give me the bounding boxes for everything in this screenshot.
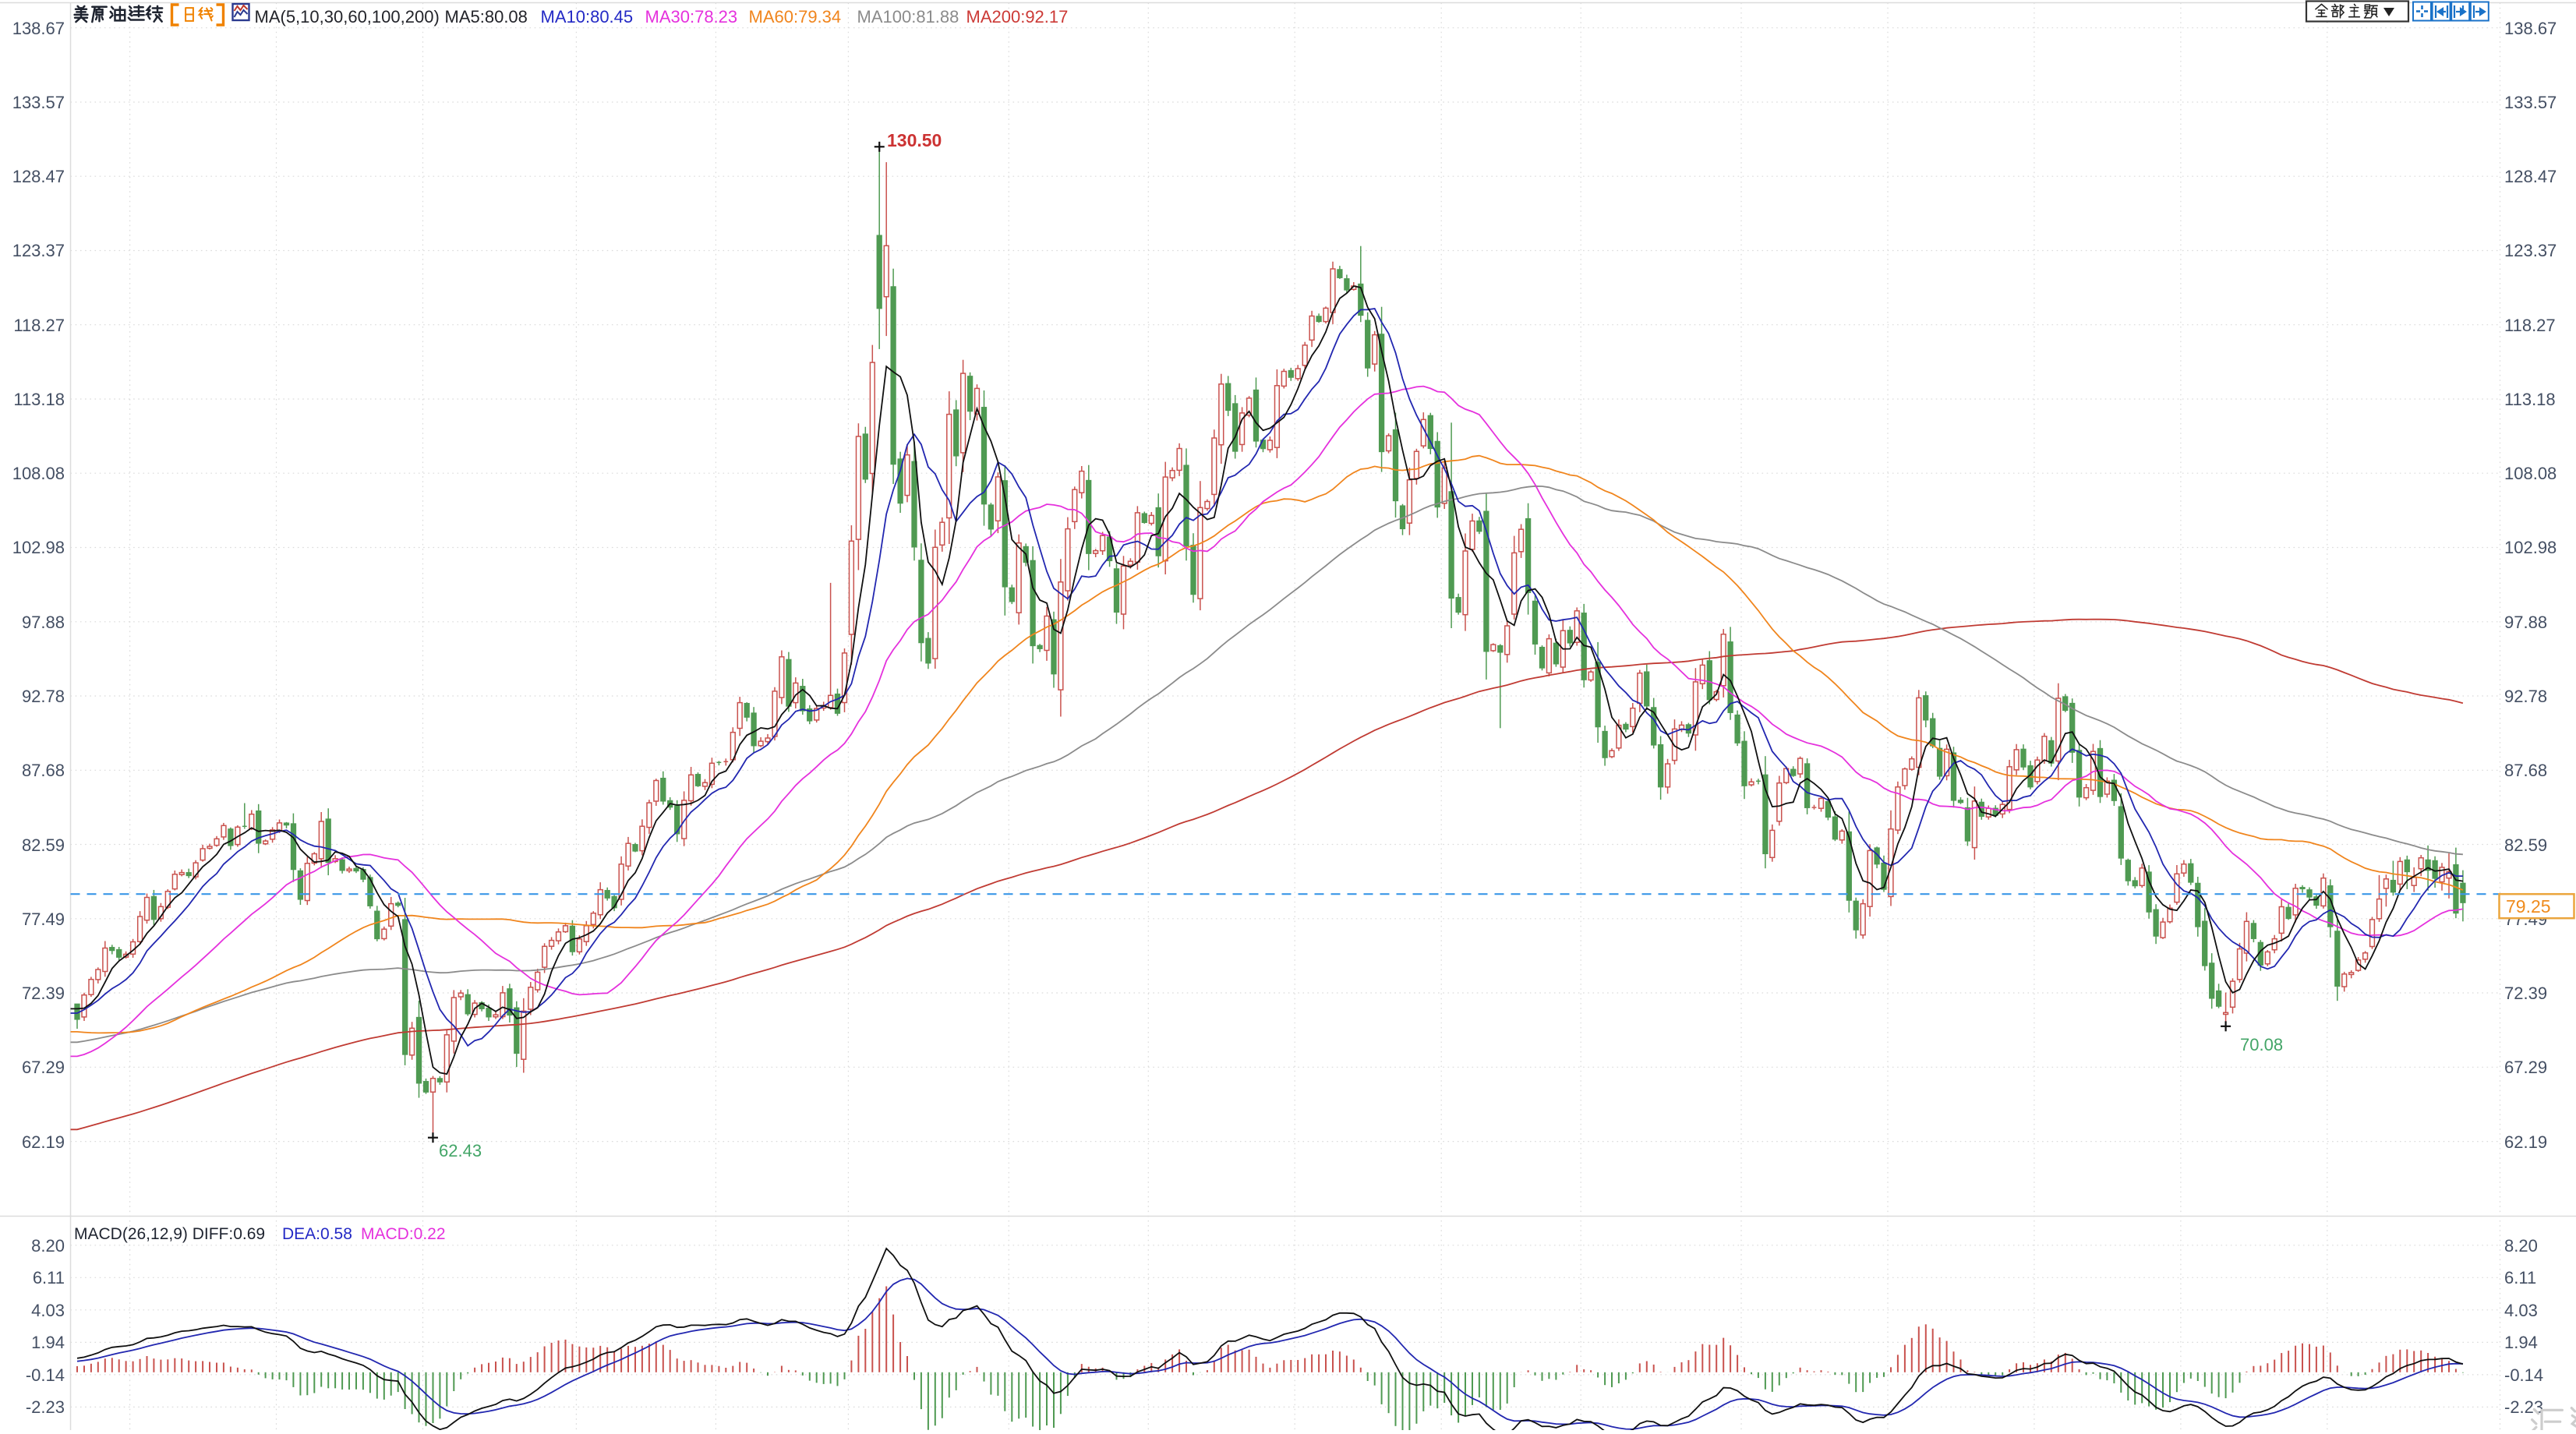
svg-text:MA100:81.88: MA100:81.88: [857, 7, 959, 26]
svg-text:97.88: 97.88: [2504, 613, 2547, 632]
svg-text:87.68: 87.68: [2504, 761, 2547, 780]
svg-text:-0.14: -0.14: [2504, 1365, 2543, 1385]
svg-text:123.37: 123.37: [2504, 241, 2557, 260]
svg-text:1.94: 1.94: [31, 1333, 65, 1352]
svg-text:82.59: 82.59: [22, 835, 65, 855]
svg-text:102.98: 102.98: [2504, 538, 2557, 557]
svg-text:62.19: 62.19: [22, 1132, 65, 1152]
svg-text:133.57: 133.57: [2504, 93, 2557, 112]
svg-text:1.94: 1.94: [2504, 1333, 2538, 1352]
svg-text:-2.23: -2.23: [26, 1397, 65, 1417]
svg-text:4.03: 4.03: [2504, 1301, 2538, 1320]
svg-text:128.47: 128.47: [12, 167, 65, 186]
svg-text:128.47: 128.47: [2504, 167, 2557, 186]
svg-text:8.20: 8.20: [31, 1236, 65, 1256]
svg-text:MA10:80.45: MA10:80.45: [541, 7, 634, 26]
svg-text:MA(5,10,30,60,100,200): MA(5,10,30,60,100,200): [255, 7, 440, 26]
svg-text:118.27: 118.27: [2504, 316, 2556, 335]
svg-text:62.43: 62.43: [439, 1141, 482, 1160]
svg-text:DEA:0.58: DEA:0.58: [282, 1225, 352, 1243]
svg-text:62.19: 62.19: [2504, 1132, 2547, 1152]
svg-text:97.88: 97.88: [22, 613, 65, 632]
svg-text:82.59: 82.59: [2504, 835, 2547, 855]
svg-text:102.98: 102.98: [12, 538, 65, 557]
svg-text:67.29: 67.29: [22, 1058, 65, 1077]
svg-text:MA5:80.08: MA5:80.08: [445, 7, 528, 26]
svg-text:MA30:78.23: MA30:78.23: [645, 7, 738, 26]
svg-text:MACD(26,12,9) DIFF:0.69: MACD(26,12,9) DIFF:0.69: [74, 1225, 265, 1243]
svg-text:108.08: 108.08: [12, 464, 65, 483]
svg-text:MA60:79.34: MA60:79.34: [749, 7, 842, 26]
svg-text:130.50: 130.50: [887, 130, 942, 150]
svg-text:72.39: 72.39: [2504, 984, 2547, 1003]
svg-text:8.20: 8.20: [2504, 1236, 2538, 1256]
svg-text:-0.14: -0.14: [26, 1365, 65, 1385]
svg-text:138.67: 138.67: [2504, 19, 2557, 38]
svg-text:67.29: 67.29: [2504, 1058, 2547, 1077]
svg-text:77.49: 77.49: [22, 909, 65, 929]
svg-text:MACD:0.22: MACD:0.22: [361, 1225, 446, 1243]
svg-text:MA200:92.17: MA200:92.17: [966, 7, 1069, 26]
svg-text:92.78: 92.78: [22, 687, 65, 706]
svg-text:6.11: 6.11: [33, 1268, 65, 1287]
svg-text:4.03: 4.03: [31, 1301, 65, 1320]
svg-text:108.08: 108.08: [2504, 464, 2557, 483]
svg-text:92.78: 92.78: [2504, 687, 2547, 706]
svg-text:6.11: 6.11: [2504, 1268, 2536, 1287]
svg-text:118.27: 118.27: [13, 316, 65, 335]
svg-text:138.67: 138.67: [12, 19, 65, 38]
svg-text:72.39: 72.39: [22, 984, 65, 1003]
svg-text:113.18: 113.18: [13, 390, 65, 409]
svg-text:87.68: 87.68: [22, 761, 65, 780]
svg-text:123.37: 123.37: [12, 241, 65, 260]
svg-text:70.08: 70.08: [2240, 1035, 2283, 1054]
svg-text:133.57: 133.57: [12, 93, 65, 112]
svg-text:79.25: 79.25: [2506, 896, 2551, 917]
svg-text:113.18: 113.18: [2504, 390, 2556, 409]
